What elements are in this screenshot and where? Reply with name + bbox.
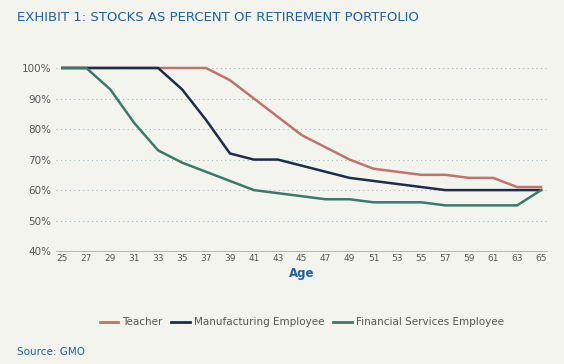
Teacher <box>202 66 209 70</box>
Teacher <box>298 133 305 137</box>
X-axis label: Age: Age <box>289 267 315 280</box>
Manufacturing Employee <box>490 188 497 192</box>
Financial Services Employee <box>179 161 186 165</box>
Text: Source: GMO: Source: GMO <box>17 347 85 357</box>
Manufacturing Employee <box>418 185 425 189</box>
Line: Manufacturing Employee: Manufacturing Employee <box>63 68 541 190</box>
Manufacturing Employee <box>202 118 209 122</box>
Teacher <box>442 173 449 177</box>
Teacher <box>250 96 257 101</box>
Financial Services Employee <box>370 200 377 205</box>
Financial Services Employee <box>418 200 425 205</box>
Manufacturing Employee <box>131 66 138 70</box>
Manufacturing Employee <box>59 66 66 70</box>
Teacher <box>370 167 377 171</box>
Financial Services Employee <box>107 87 113 91</box>
Teacher <box>275 115 281 119</box>
Teacher <box>466 176 473 180</box>
Financial Services Employee <box>298 194 305 198</box>
Financial Services Employee <box>322 197 329 201</box>
Teacher <box>155 66 161 70</box>
Text: EXHIBIT 1: STOCKS AS PERCENT OF RETIREMENT PORTFOLIO: EXHIBIT 1: STOCKS AS PERCENT OF RETIREME… <box>17 11 419 24</box>
Manufacturing Employee <box>155 66 161 70</box>
Manufacturing Employee <box>227 151 233 156</box>
Teacher <box>537 185 544 189</box>
Financial Services Employee <box>83 66 90 70</box>
Teacher <box>179 66 186 70</box>
Financial Services Employee <box>202 170 209 174</box>
Manufacturing Employee <box>346 176 353 180</box>
Manufacturing Employee <box>537 188 544 192</box>
Teacher <box>322 145 329 150</box>
Financial Services Employee <box>537 188 544 192</box>
Teacher <box>490 176 497 180</box>
Teacher <box>59 66 66 70</box>
Financial Services Employee <box>346 197 353 201</box>
Teacher <box>227 78 233 82</box>
Legend: Teacher, Manufacturing Employee, Financial Services Employee: Teacher, Manufacturing Employee, Financi… <box>95 313 508 332</box>
Manufacturing Employee <box>466 188 473 192</box>
Manufacturing Employee <box>275 157 281 162</box>
Teacher <box>131 66 138 70</box>
Financial Services Employee <box>490 203 497 207</box>
Financial Services Employee <box>275 191 281 195</box>
Financial Services Employee <box>442 203 449 207</box>
Financial Services Employee <box>155 148 161 153</box>
Manufacturing Employee <box>83 66 90 70</box>
Financial Services Employee <box>131 121 138 125</box>
Manufacturing Employee <box>370 179 377 183</box>
Financial Services Employee <box>59 66 66 70</box>
Teacher <box>514 185 521 189</box>
Teacher <box>418 173 425 177</box>
Teacher <box>346 157 353 162</box>
Manufacturing Employee <box>250 157 257 162</box>
Teacher <box>394 170 401 174</box>
Financial Services Employee <box>227 179 233 183</box>
Manufacturing Employee <box>442 188 449 192</box>
Line: Teacher: Teacher <box>63 68 541 187</box>
Manufacturing Employee <box>107 66 113 70</box>
Manufacturing Employee <box>322 170 329 174</box>
Manufacturing Employee <box>298 163 305 168</box>
Manufacturing Employee <box>514 188 521 192</box>
Teacher <box>83 66 90 70</box>
Financial Services Employee <box>466 203 473 207</box>
Line: Financial Services Employee: Financial Services Employee <box>63 68 541 205</box>
Financial Services Employee <box>250 188 257 192</box>
Financial Services Employee <box>514 203 521 207</box>
Financial Services Employee <box>394 200 401 205</box>
Teacher <box>107 66 113 70</box>
Manufacturing Employee <box>179 87 186 91</box>
Manufacturing Employee <box>394 182 401 186</box>
